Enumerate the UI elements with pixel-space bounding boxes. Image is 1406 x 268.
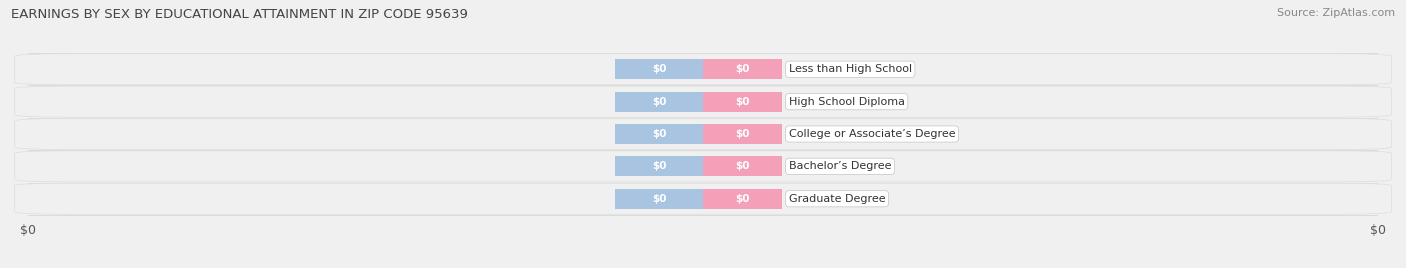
- FancyBboxPatch shape: [14, 54, 1392, 85]
- Bar: [616, 92, 703, 112]
- Bar: [703, 124, 782, 144]
- Bar: [703, 59, 782, 79]
- Text: EARNINGS BY SEX BY EDUCATIONAL ATTAINMENT IN ZIP CODE 95639: EARNINGS BY SEX BY EDUCATIONAL ATTAINMEN…: [11, 8, 468, 21]
- Bar: [703, 156, 782, 176]
- Text: Bachelor’s Degree: Bachelor’s Degree: [789, 161, 891, 171]
- Text: Less than High School: Less than High School: [789, 64, 912, 74]
- Text: Source: ZipAtlas.com: Source: ZipAtlas.com: [1277, 8, 1395, 18]
- Text: $0: $0: [652, 97, 666, 107]
- Text: $0: $0: [735, 97, 749, 107]
- Bar: [703, 189, 782, 209]
- Text: $0: $0: [652, 194, 666, 204]
- Text: $0: $0: [652, 129, 666, 139]
- Text: College or Associate’s Degree: College or Associate’s Degree: [789, 129, 955, 139]
- Text: High School Diploma: High School Diploma: [789, 97, 904, 107]
- FancyBboxPatch shape: [14, 118, 1392, 150]
- Bar: [703, 92, 782, 112]
- Text: $0: $0: [735, 161, 749, 171]
- Bar: [616, 189, 703, 209]
- Text: Graduate Degree: Graduate Degree: [789, 194, 886, 204]
- Bar: [616, 59, 703, 79]
- Text: $0: $0: [652, 161, 666, 171]
- Text: $0: $0: [652, 64, 666, 74]
- Bar: [616, 156, 703, 176]
- Text: $0: $0: [735, 64, 749, 74]
- FancyBboxPatch shape: [14, 86, 1392, 117]
- Text: $0: $0: [735, 194, 749, 204]
- FancyBboxPatch shape: [14, 151, 1392, 182]
- Bar: [616, 124, 703, 144]
- Text: $0: $0: [735, 129, 749, 139]
- FancyBboxPatch shape: [14, 183, 1392, 214]
